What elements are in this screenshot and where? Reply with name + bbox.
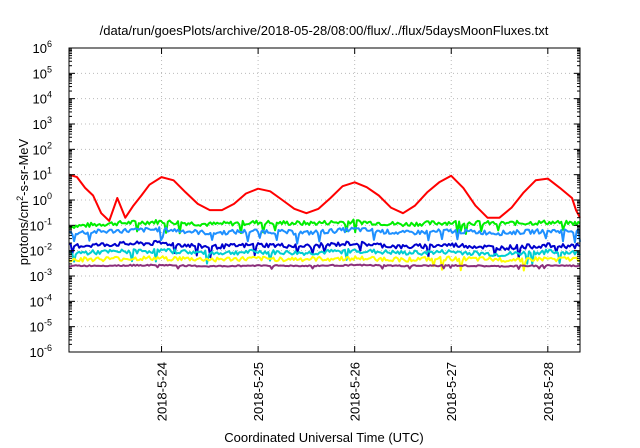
y-tick-label: 10-2 (30, 242, 52, 259)
series-line-5 (68, 247, 581, 265)
y-tick-label: 103 (33, 115, 52, 132)
series-lines (68, 173, 581, 272)
y-tick-label: 10-3 (30, 267, 52, 284)
series-line-1 (68, 173, 581, 222)
y-tick-label: 10-5 (30, 318, 52, 335)
series-line-3 (68, 226, 581, 245)
x-axis-title: Coordinated Universal Time (UTC) (224, 430, 423, 445)
chart-title: /data/run/goesPlots/archive/2018-05-28/0… (100, 23, 549, 38)
x-tick-label: 2018-5-26 (348, 362, 363, 421)
y-tick-label: 105 (33, 64, 52, 81)
y-tick-label: 10-6 (30, 343, 52, 360)
y-tick-label: 102 (33, 140, 52, 157)
y-axis-ticks: 10-6 10-5 10-4 10-3 10-2 10-1 100 101 102 103 104 1… (30, 39, 580, 360)
y-axis-title-suffix: -s-sr-MeV (16, 138, 31, 195)
series-line-2 (68, 218, 581, 235)
y-axis-title: protons/cm2-s-sr-MeV (15, 138, 31, 265)
y-tick-label: 10-1 (30, 216, 52, 233)
grid-lines (69, 48, 580, 352)
series-line-7 (68, 263, 581, 270)
y-tick-label: 106 (33, 39, 52, 56)
y-tick-label: 10-4 (30, 292, 52, 309)
x-tick-label: 2018-5-24 (155, 362, 170, 421)
x-axis-ticks: 2018-5-24 2018-5-25 2018-5-26 2018-5-27 2018… (155, 48, 556, 421)
x-tick-label: 2018-5-28 (541, 362, 556, 421)
y-tick-label: 100 (33, 191, 52, 208)
x-tick-label: 2018-5-27 (444, 362, 459, 421)
y-tick-label: 101 (33, 166, 52, 183)
y-axis-title-superscript: 2 (15, 196, 25, 201)
y-tick-label: 104 (33, 90, 52, 107)
series-line-6 (68, 255, 581, 272)
x-tick-label: 2018-5-25 (251, 362, 266, 421)
y-axis-title-prefix: protons/cm (16, 201, 31, 265)
